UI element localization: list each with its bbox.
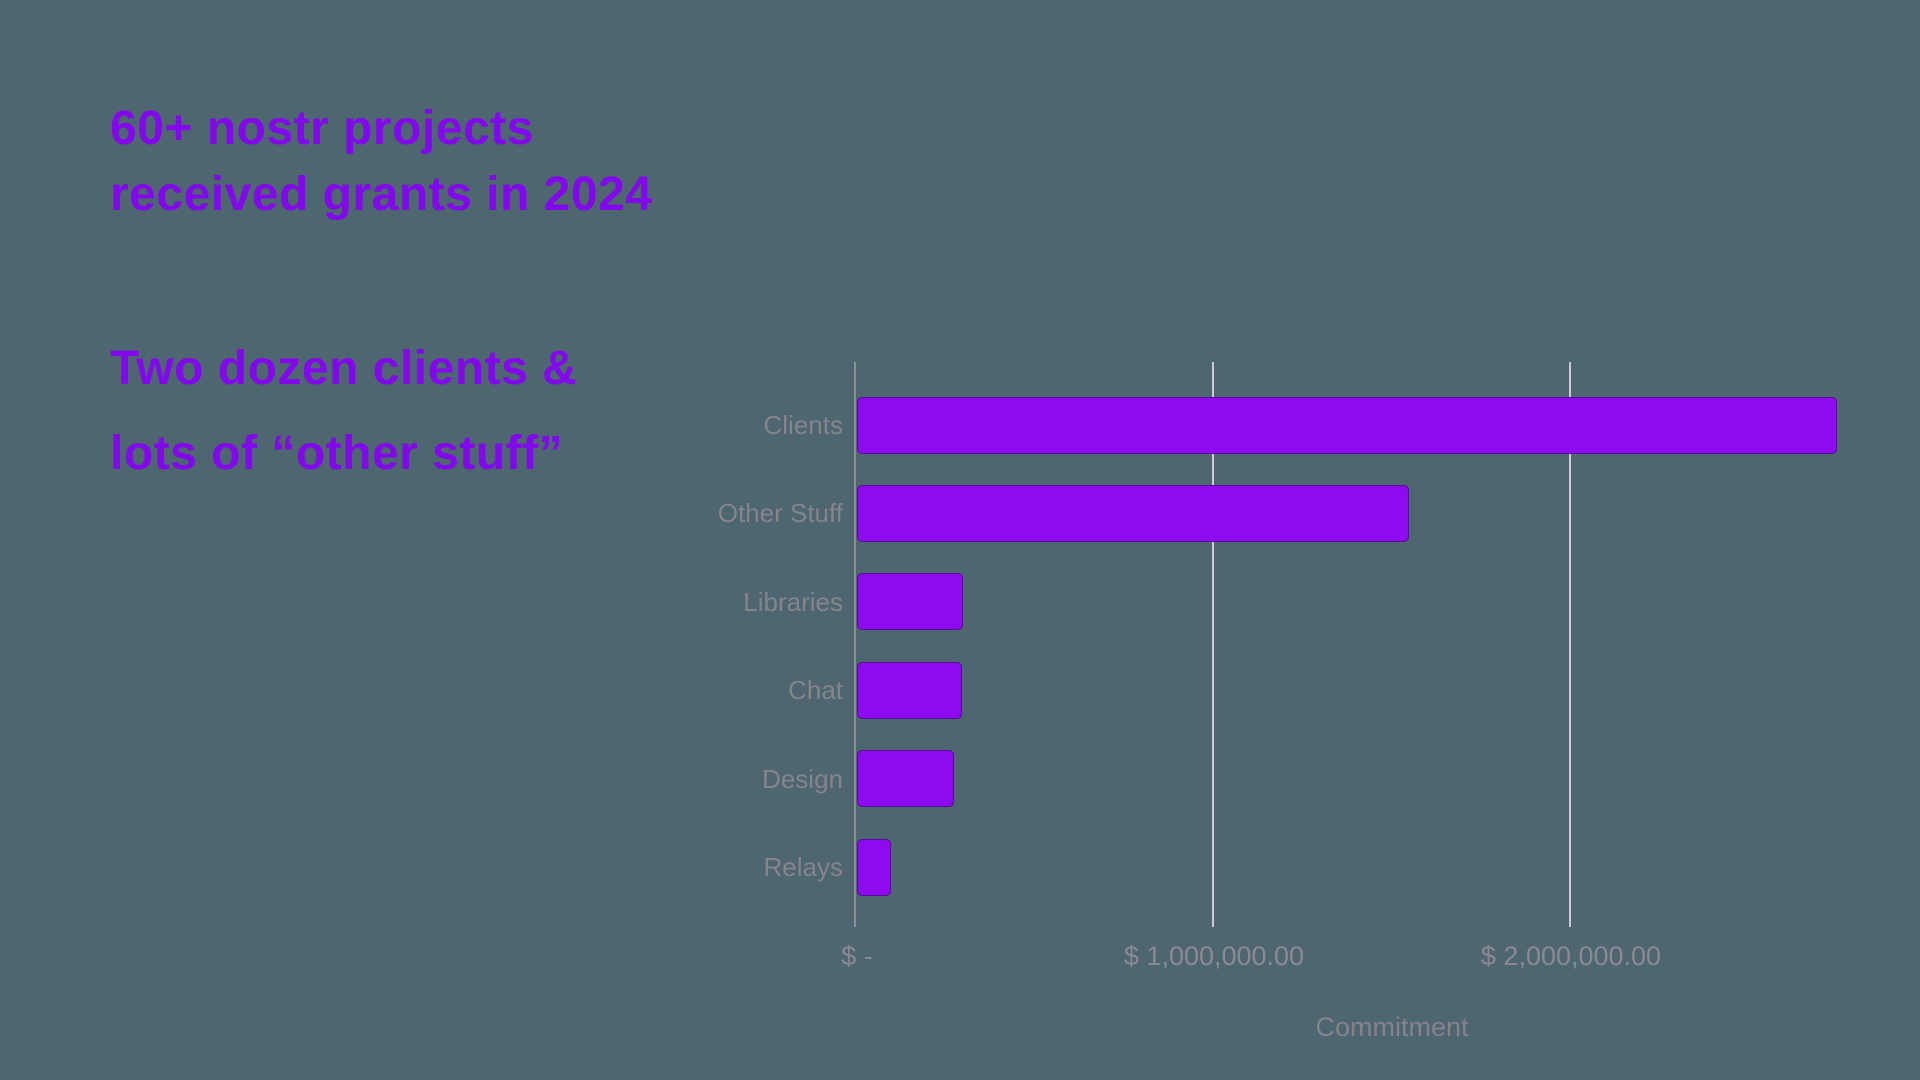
x-axis-title: Commitment (1315, 1012, 1469, 1042)
bar-other-stuff (857, 484, 1409, 542)
headline: 60+ nostr projects received grants in 20… (110, 96, 652, 228)
bar-clients (857, 396, 1837, 454)
subheadline-line2: lots of “other stuff” (110, 427, 564, 480)
subheadline-line1: Two dozen clients & (110, 342, 578, 395)
headline-line1: 60+ nostr projects (110, 102, 534, 155)
bar-relays (857, 838, 891, 896)
category-label-design: Design (762, 763, 843, 794)
category-label-libraries: Libraries (743, 586, 843, 617)
subheadline: Two dozen clients & lots of “other stuff… (110, 326, 577, 496)
category-label-relays: Relays (763, 852, 843, 882)
x-tick-label: $ 2,000,000.00 (1480, 941, 1662, 971)
bar-libraries (857, 573, 963, 631)
category-label-clients: Clients (763, 410, 843, 440)
bar-chat (857, 661, 962, 719)
gridline (1212, 362, 1214, 927)
category-label-chat: Chat (788, 675, 843, 706)
bar-design (857, 750, 954, 808)
category-label-other-stuff: Other Stuff (717, 498, 843, 529)
x-tick-label: $ - (841, 941, 873, 971)
category-axis-line (854, 362, 856, 927)
x-tick-label: $ 1,000,000.00 (1123, 941, 1305, 971)
headline-line2: received grants in 2024 (110, 168, 653, 221)
gridline (1569, 362, 1571, 927)
